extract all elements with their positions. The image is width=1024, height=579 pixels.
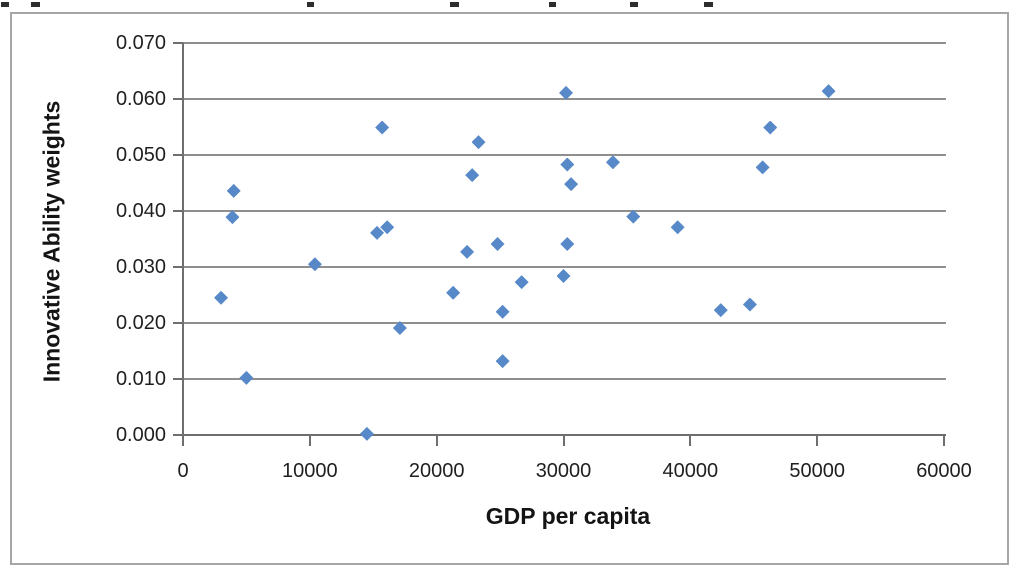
y-tick-label: 0.060 [115,88,166,110]
data-point-marker [495,354,510,369]
y-tick-label: 0.000 [115,424,166,446]
y-tick-label: 0.030 [115,256,166,278]
x-axis-tick [689,435,692,446]
x-axis-tick [308,435,311,446]
data-point-marker [495,304,510,319]
data-point-marker [559,85,574,100]
x-tick-label: 60000 [916,460,972,482]
data-point-marker [564,177,579,192]
chart-frame [10,12,1009,565]
y-axis-tick [173,266,183,268]
gridline [183,154,946,156]
cropped-text-artifact [704,2,713,7]
data-point-marker [755,160,770,175]
data-point-marker [742,297,757,312]
data-point-marker [670,220,685,235]
gridline [183,322,946,324]
data-point-marker [380,220,395,235]
data-point-marker [821,84,836,99]
data-point-marker [490,237,505,252]
cropped-text-artifact [630,2,638,7]
data-point-marker [713,303,728,318]
y-axis-tick [173,322,183,324]
data-point-marker [465,168,480,183]
y-tick-label: 0.040 [115,200,166,222]
x-tick-label: 50000 [789,460,845,482]
y-axis-tick [173,98,183,100]
cropped-text-artifact [1,2,9,7]
cropped-text-artifact [307,2,314,7]
data-point-marker [307,257,322,272]
y-tick-label: 0.070 [115,32,166,54]
data-point-marker [460,244,475,259]
y-axis-tick [173,378,183,380]
y-axis-tick [173,210,183,212]
gridline [183,378,946,380]
x-tick-label: 0 [177,460,189,482]
data-point-marker [560,157,575,172]
data-point-marker [471,135,486,150]
data-point-marker [514,275,529,290]
x-axis-tick [816,435,819,446]
data-point-marker [446,285,461,300]
y-tick-label: 0.020 [115,312,166,334]
x-axis-tick [435,435,438,446]
x-axis-title: GDP per capita [485,503,651,529]
x-tick-label: 40000 [662,460,719,482]
y-axis-title: Innovative Ability weights [38,100,65,383]
x-tick-label: 30000 [535,460,592,482]
data-point-marker [225,210,240,225]
data-point-marker [226,183,241,198]
data-point-marker [359,426,374,441]
y-axis-tick [173,42,183,44]
y-axis-line [182,43,184,446]
y-tick-label: 0.010 [115,368,166,390]
data-point-marker [239,370,254,385]
x-axis-tick [943,435,945,446]
x-axis-tick [182,435,184,446]
data-point-marker [763,120,778,135]
x-axis-tick [562,435,565,446]
data-point-marker [560,237,575,252]
data-point-marker [392,321,407,336]
cropped-text-artifact [450,2,459,7]
gridline [183,42,946,44]
gridline [183,98,946,100]
y-axis-tick [173,434,183,436]
data-point-marker [605,155,620,170]
data-point-marker [214,290,229,305]
y-axis-tick [173,154,183,156]
data-point-marker [370,225,385,240]
data-point-marker [626,209,641,224]
data-point-marker [375,120,390,135]
cropped-text-artifact [549,2,556,7]
x-axis-line [183,434,946,436]
x-tick-label: 20000 [408,460,465,482]
gridline [183,266,946,268]
gridline [183,210,946,212]
y-tick-label: 0.050 [115,144,166,166]
cropped-text-artifact [31,2,40,7]
data-point-marker [556,268,571,283]
x-tick-label: 10000 [282,460,338,482]
